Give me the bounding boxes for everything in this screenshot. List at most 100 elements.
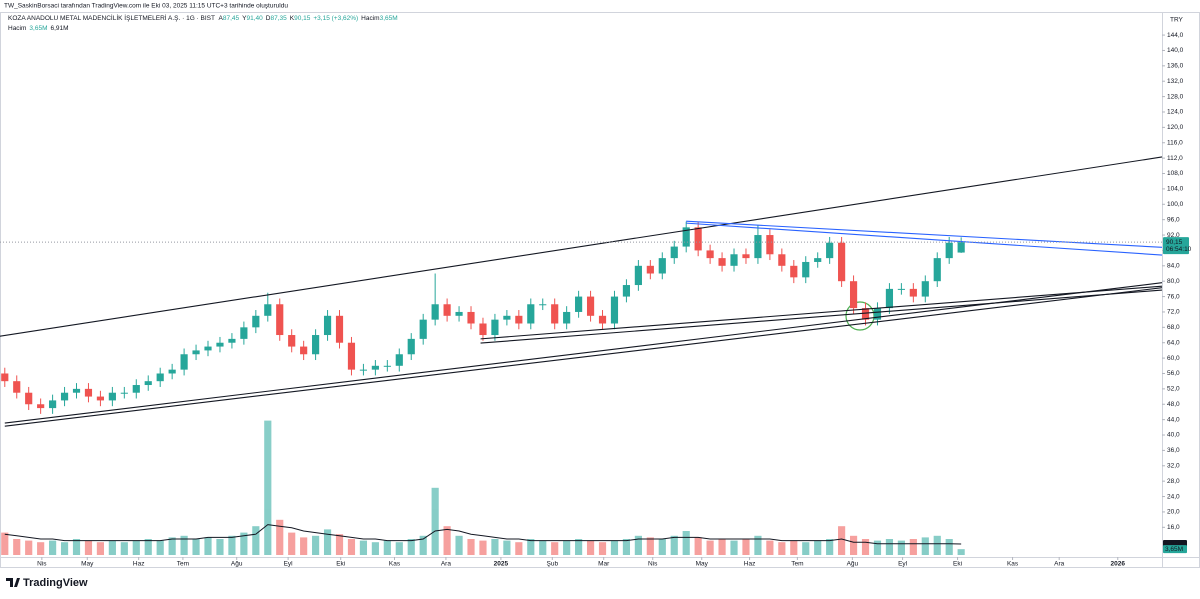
candle-body	[658, 258, 666, 274]
candle-body	[814, 258, 822, 262]
candle-body	[634, 265, 642, 286]
candle-body	[897, 288, 905, 290]
y-tick-label: 20,0	[1167, 509, 1180, 516]
candle-body	[479, 323, 487, 336]
volume-bar	[25, 540, 33, 555]
trend-line	[686, 220, 1163, 248]
volume-pane	[1, 420, 965, 555]
candle-body	[778, 254, 786, 266]
volume-bar	[682, 531, 690, 555]
logo: TradingView	[6, 577, 88, 589]
volume-bar	[347, 539, 356, 555]
volume-bar	[826, 539, 834, 555]
ohlc-value: 90,15	[294, 15, 311, 22]
ohlc-label: A	[219, 15, 224, 22]
y-tick-label: 136,0	[1167, 63, 1184, 70]
y-tick-label: 120,0	[1167, 124, 1184, 131]
candle-body	[395, 354, 403, 366]
y-tick-label: 32,0	[1167, 463, 1180, 470]
volume-bar	[586, 540, 595, 555]
currency: TRY	[1170, 17, 1184, 24]
candle-body	[276, 304, 284, 336]
y-tick-label: 40,0	[1167, 432, 1180, 439]
y-tick-label: 52,0	[1167, 386, 1180, 393]
volume-bar	[646, 537, 654, 555]
volume-bar	[180, 535, 188, 555]
volume-bar	[730, 540, 738, 555]
volume-bar	[371, 542, 379, 555]
volume-bar	[276, 519, 284, 555]
candle-body	[575, 296, 583, 312]
volume-bar	[718, 539, 726, 555]
x-tick-label: Ara	[441, 561, 452, 568]
volume-bar	[658, 539, 666, 555]
brand: TradingView	[23, 577, 88, 589]
x-tick-label: Tem	[177, 561, 189, 568]
x-tick-label: 2025	[494, 561, 509, 568]
volume-bar	[144, 539, 152, 555]
candle-body	[670, 246, 678, 259]
y-tick-label: 132,0	[1167, 78, 1184, 85]
ohlc-value: 87,45	[223, 15, 240, 22]
trend-line	[480, 285, 1163, 340]
volume-bar	[790, 540, 798, 555]
trend-line	[686, 222, 1163, 256]
y-tick-label: 36,0	[1167, 447, 1180, 454]
volume-bar	[503, 540, 511, 555]
ohlc-label: Y	[242, 15, 247, 22]
volume-bar	[192, 539, 200, 555]
volume-tag-label: 6,91M	[1165, 541, 1183, 548]
candle-body	[228, 338, 236, 343]
volume-bar	[13, 539, 21, 555]
volume-bar	[838, 526, 846, 555]
candle-body	[431, 304, 439, 320]
candle-body	[419, 319, 427, 339]
volume-bar	[575, 539, 583, 555]
ohlc-value: 87,35	[270, 15, 287, 22]
candle-body	[168, 369, 176, 374]
volume-bar	[563, 540, 571, 555]
candle-body	[754, 235, 762, 259]
x-tick-label: Haz	[744, 561, 756, 568]
candle-body	[323, 315, 332, 336]
x-tick-label: Ağu	[847, 561, 859, 568]
candle-body	[933, 258, 941, 282]
candle-body	[551, 304, 559, 324]
volume-bar	[491, 539, 499, 555]
candle-body	[802, 261, 810, 278]
volume-tag-label: 3,65M	[1165, 546, 1183, 553]
x-tick-label: May	[696, 561, 709, 568]
candle-body	[72, 388, 81, 393]
candle-body	[443, 304, 451, 316]
candle-body	[861, 308, 870, 320]
candle-body	[539, 304, 547, 306]
candle-body	[49, 400, 57, 409]
volume-bar	[778, 542, 786, 555]
candle-body	[646, 265, 654, 274]
candle-body	[13, 381, 21, 393]
candle-body	[730, 254, 738, 266]
symbol: KOZA ANADOLU METAL MADENCİLİK İŞLETMELER…	[8, 13, 215, 22]
volume-value: 3,65M	[380, 15, 398, 22]
volume-bar	[610, 540, 619, 555]
volume-bar	[156, 540, 164, 555]
x-tick-label: Nis	[37, 561, 47, 568]
y-tick-label: 16,0	[1167, 524, 1180, 531]
candle-body	[1, 373, 9, 382]
candle-body	[610, 296, 619, 324]
trend-line	[4, 282, 1163, 424]
volume-bar	[216, 539, 224, 555]
candle-body	[790, 265, 798, 278]
y-tick-label: 72,0	[1167, 309, 1180, 316]
candle-body	[909, 288, 917, 297]
volume-bar	[754, 535, 762, 555]
volume-bar	[431, 487, 439, 555]
legend-row: KOZA ANADOLU METAL MADENCİLİK İŞLETMELER…	[8, 13, 398, 22]
change: +3,15 (+3,62%)	[313, 15, 358, 22]
volume-bar	[622, 539, 631, 555]
volume-ma-line	[4, 524, 962, 545]
trend-line	[0, 156, 1163, 337]
volume-bar	[407, 539, 415, 555]
trend-line	[480, 289, 1163, 344]
y-tick-label: 84,0	[1167, 263, 1180, 270]
